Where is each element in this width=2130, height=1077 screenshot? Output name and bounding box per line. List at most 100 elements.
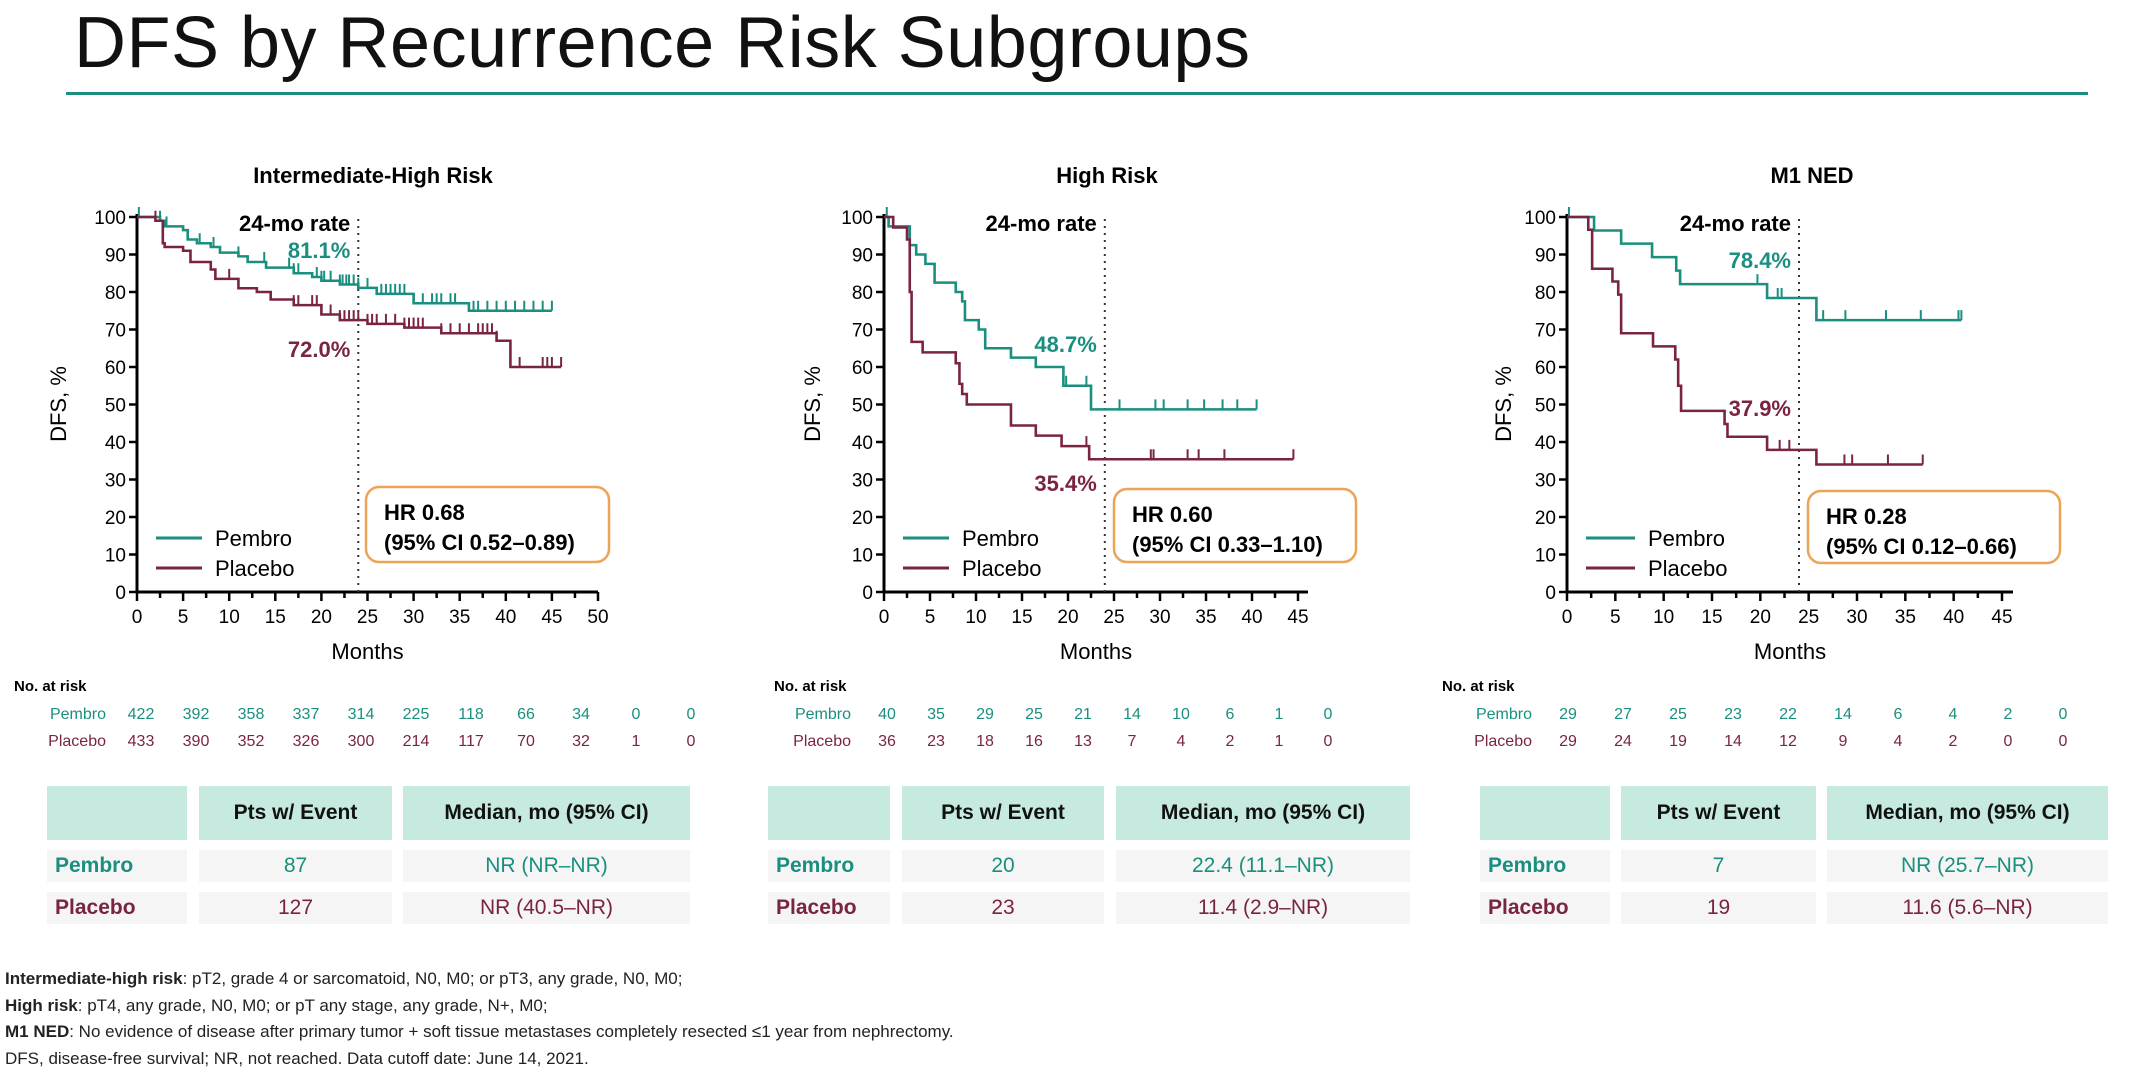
risk-count: 214 xyxy=(403,733,430,750)
risk-count: 35 xyxy=(927,706,945,723)
risk-count: 0 xyxy=(1324,733,1333,750)
footnote-text: : pT2, grade 4 or sarcomatoid, N0, M0; o… xyxy=(182,969,683,988)
y-tick-label: 90 xyxy=(852,246,873,267)
x-tick-label: 30 xyxy=(1149,607,1170,628)
x-tick-label: 20 xyxy=(311,607,332,628)
legend-label: Pembro xyxy=(215,526,292,551)
x-tick-label: 20 xyxy=(1750,607,1771,628)
y-tick-label: 10 xyxy=(852,546,873,567)
x-axis-label: Months xyxy=(1754,639,1826,664)
x-tick-label: 5 xyxy=(178,607,189,628)
x-tick-label: 25 xyxy=(357,607,378,628)
table-cell-events: 7 xyxy=(1621,850,1816,882)
table-cell-events: 19 xyxy=(1621,892,1816,924)
footnote-term: Intermediate-high risk xyxy=(5,969,183,988)
y-tick-label: 40 xyxy=(105,433,126,454)
risk-count: 4 xyxy=(1949,706,1958,723)
table-cell-median: NR (40.5–NR) xyxy=(403,892,690,924)
y-axis-label: DFS, % xyxy=(46,366,71,442)
risk-count: 314 xyxy=(348,706,375,723)
x-tick-label: 25 xyxy=(1798,607,1819,628)
km-curve-pembro xyxy=(137,215,552,313)
footnotes: Intermediate-high risk: pT2, grade 4 or … xyxy=(5,966,954,1072)
risk-count: 4 xyxy=(1177,733,1186,750)
hazard-ratio: HR 0.60 xyxy=(1132,502,1213,527)
risk-table-label: No. at risk xyxy=(1442,678,1515,695)
risk-count: 1 xyxy=(1275,706,1284,723)
legend-label: Placebo xyxy=(215,556,295,581)
hazard-ratio: HR 0.68 xyxy=(384,500,465,525)
risk-row-label: Pembro xyxy=(1476,706,1532,723)
risk-count: 29 xyxy=(1559,733,1577,750)
legend-label: Placebo xyxy=(962,556,1042,581)
risk-count: 29 xyxy=(976,706,994,723)
risk-count: 14 xyxy=(1834,706,1852,723)
y-tick-label: 50 xyxy=(852,396,873,417)
hazard-ratio-ci: (95% CI 0.12–0.66) xyxy=(1826,534,2017,559)
hr-box xyxy=(1806,489,2062,565)
risk-count: 2 xyxy=(1226,733,1235,750)
y-tick-label: 70 xyxy=(1535,321,1556,342)
y-tick-label: 70 xyxy=(105,321,126,342)
y-tick-label: 50 xyxy=(1535,396,1556,417)
risk-table-label: No. at risk xyxy=(14,678,87,695)
hazard-ratio: HR 0.28 xyxy=(1826,504,1907,529)
table-header-cell: Pts w/ Event xyxy=(199,786,392,840)
x-tick-label: 45 xyxy=(1991,607,2012,628)
chart-title: High Risk xyxy=(1056,163,1158,188)
table-row-label: Placebo xyxy=(1480,892,1610,924)
risk-count: 0 xyxy=(2059,706,2068,723)
risk-count: 14 xyxy=(1123,706,1141,723)
legend-label: Placebo xyxy=(1648,556,1728,581)
x-tick-label: 40 xyxy=(495,607,516,628)
km-curve-pembro xyxy=(884,215,1257,411)
hr-box xyxy=(364,485,611,564)
risk-count: 34 xyxy=(572,706,590,723)
table-header-cell: Pts w/ Event xyxy=(1621,786,1816,840)
km-curve-pembro xyxy=(1567,215,1962,322)
risk-count: 12 xyxy=(1779,733,1797,750)
x-tick-label: 10 xyxy=(965,607,986,628)
x-tick-label: 30 xyxy=(403,607,424,628)
y-tick-label: 60 xyxy=(852,358,873,379)
x-tick-label: 10 xyxy=(219,607,240,628)
table-cell-events: 23 xyxy=(902,892,1104,924)
table-row-label: Placebo xyxy=(768,892,890,924)
x-tick-label: 0 xyxy=(1562,607,1573,628)
risk-count: 25 xyxy=(1669,706,1687,723)
x-tick-label: 5 xyxy=(925,607,936,628)
risk-count: 0 xyxy=(632,706,641,723)
risk-count: 4 xyxy=(1894,733,1903,750)
risk-count: 23 xyxy=(1724,706,1742,723)
rate-label-placebo: 72.0% xyxy=(288,337,350,362)
x-tick-label: 20 xyxy=(1057,607,1078,628)
hr-box xyxy=(1112,487,1358,564)
risk-count: 6 xyxy=(1226,706,1235,723)
y-tick-label: 80 xyxy=(1535,283,1556,304)
table-row-label: Pembro xyxy=(768,850,890,882)
risk-count: 0 xyxy=(2059,733,2068,750)
risk-count: 10 xyxy=(1172,706,1190,723)
risk-row-label: Pembro xyxy=(795,706,851,723)
x-tick-label: 10 xyxy=(1653,607,1674,628)
risk-count: 300 xyxy=(348,733,375,750)
risk-count: 24 xyxy=(1614,733,1632,750)
y-tick-label: 100 xyxy=(841,208,873,229)
chart-title: M1 NED xyxy=(1770,163,1853,188)
rate-label-pembro: 81.1% xyxy=(288,238,350,263)
risk-count: 1 xyxy=(632,733,641,750)
x-tick-label: 35 xyxy=(1895,607,1916,628)
hazard-ratio-ci: (95% CI 0.33–1.10) xyxy=(1132,532,1323,557)
risk-count: 21 xyxy=(1074,706,1092,723)
risk-count: 40 xyxy=(878,706,896,723)
x-tick-label: 30 xyxy=(1846,607,1867,628)
rate-label-pembro: 48.7% xyxy=(1034,332,1096,357)
risk-table-label: No. at risk xyxy=(774,678,847,695)
x-tick-label: 40 xyxy=(1241,607,1262,628)
x-tick-label: 15 xyxy=(265,607,286,628)
risk-count: 9 xyxy=(1839,733,1848,750)
reference-line-label: 24-mo rate xyxy=(239,211,350,236)
table-header-cell: Median, mo (95% CI) xyxy=(1827,786,2108,840)
x-tick-label: 5 xyxy=(1610,607,1621,628)
table-header-cell xyxy=(47,786,187,840)
